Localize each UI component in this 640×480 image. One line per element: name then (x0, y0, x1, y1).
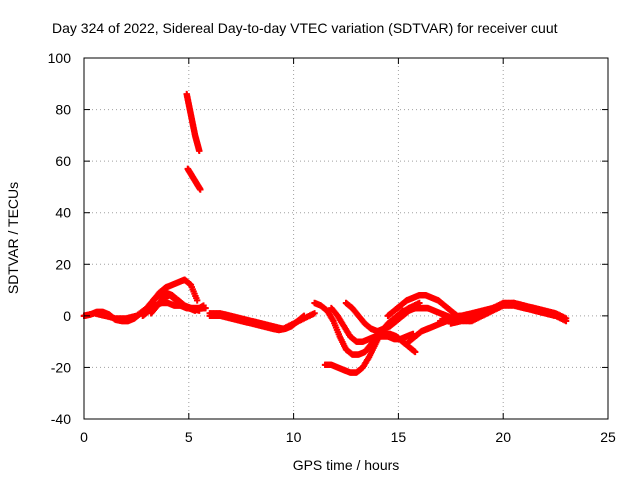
x-tick-label: 15 (391, 429, 407, 445)
y-tick-label: 100 (48, 50, 72, 66)
data-point (411, 348, 419, 356)
x-tick-label: 5 (185, 429, 193, 445)
data-point (196, 147, 203, 155)
series-base-trace-4 (147, 292, 207, 317)
data-point (560, 315, 568, 322)
series-end-trace-3 (458, 302, 568, 322)
y-tick-label: 60 (55, 153, 71, 169)
axis-ticks: 0 5 10 15 20 25 -40 -20 0 20 40 60 80 100 (48, 50, 616, 445)
x-tick-label: 10 (286, 429, 302, 445)
data-point (311, 310, 318, 317)
data-point (197, 186, 204, 193)
series-spike-lower (184, 165, 204, 193)
series-late-trace-4 (342, 299, 419, 356)
x-tick-label: 0 (80, 429, 88, 445)
plot-frame (83, 57, 609, 420)
y-tick-label: 20 (55, 256, 71, 272)
data-point (193, 297, 201, 304)
y-tick-label: -40 (51, 411, 71, 427)
x-tick-label: 20 (495, 429, 511, 445)
series-spike-upper (183, 90, 203, 155)
y-tick-label: 0 (63, 308, 71, 324)
y-axis-label: SDTVAR / TECUs (5, 182, 21, 294)
data-points (80, 90, 570, 376)
y-tick-label: -20 (51, 359, 71, 375)
data-point (200, 302, 207, 309)
y-tick-label: 80 (55, 102, 71, 118)
grid (84, 58, 608, 419)
chart-title: Day 324 of 2022, Sidereal Day-to-day VTE… (52, 20, 558, 36)
series-mid-trace-2 (206, 310, 318, 332)
x-axis-label: GPS time / hours (293, 457, 400, 473)
y-tick-label: 40 (55, 205, 71, 221)
x-tick-label: 25 (600, 429, 616, 445)
